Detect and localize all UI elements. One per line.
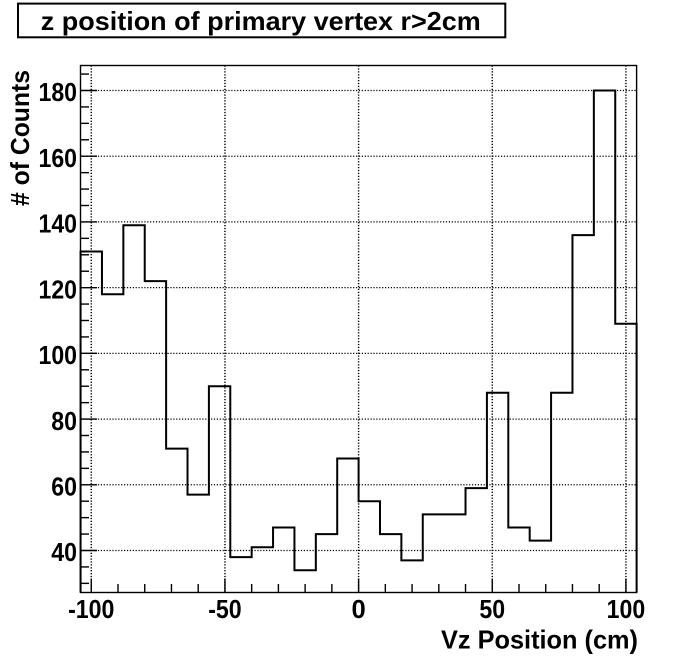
svg-text:-100: -100: [68, 596, 114, 624]
svg-text:50: 50: [479, 596, 505, 624]
svg-text:80: 80: [51, 408, 77, 436]
svg-text:Vz Position (cm): Vz Position (cm): [441, 625, 638, 655]
svg-text:60: 60: [51, 473, 77, 501]
svg-text:120: 120: [39, 276, 78, 304]
svg-text:100: 100: [607, 596, 646, 624]
svg-text:140: 140: [39, 211, 78, 239]
svg-text:160: 160: [39, 145, 78, 173]
svg-text:0: 0: [351, 596, 365, 624]
svg-text:100: 100: [39, 342, 78, 370]
svg-text:-50: -50: [208, 596, 242, 624]
svg-text:# of Counts: # of Counts: [5, 70, 35, 206]
svg-text:180: 180: [39, 79, 78, 107]
svg-text:40: 40: [51, 539, 77, 567]
svg-text:z position of primary vertex r: z position of primary vertex r>2cm: [41, 6, 481, 36]
